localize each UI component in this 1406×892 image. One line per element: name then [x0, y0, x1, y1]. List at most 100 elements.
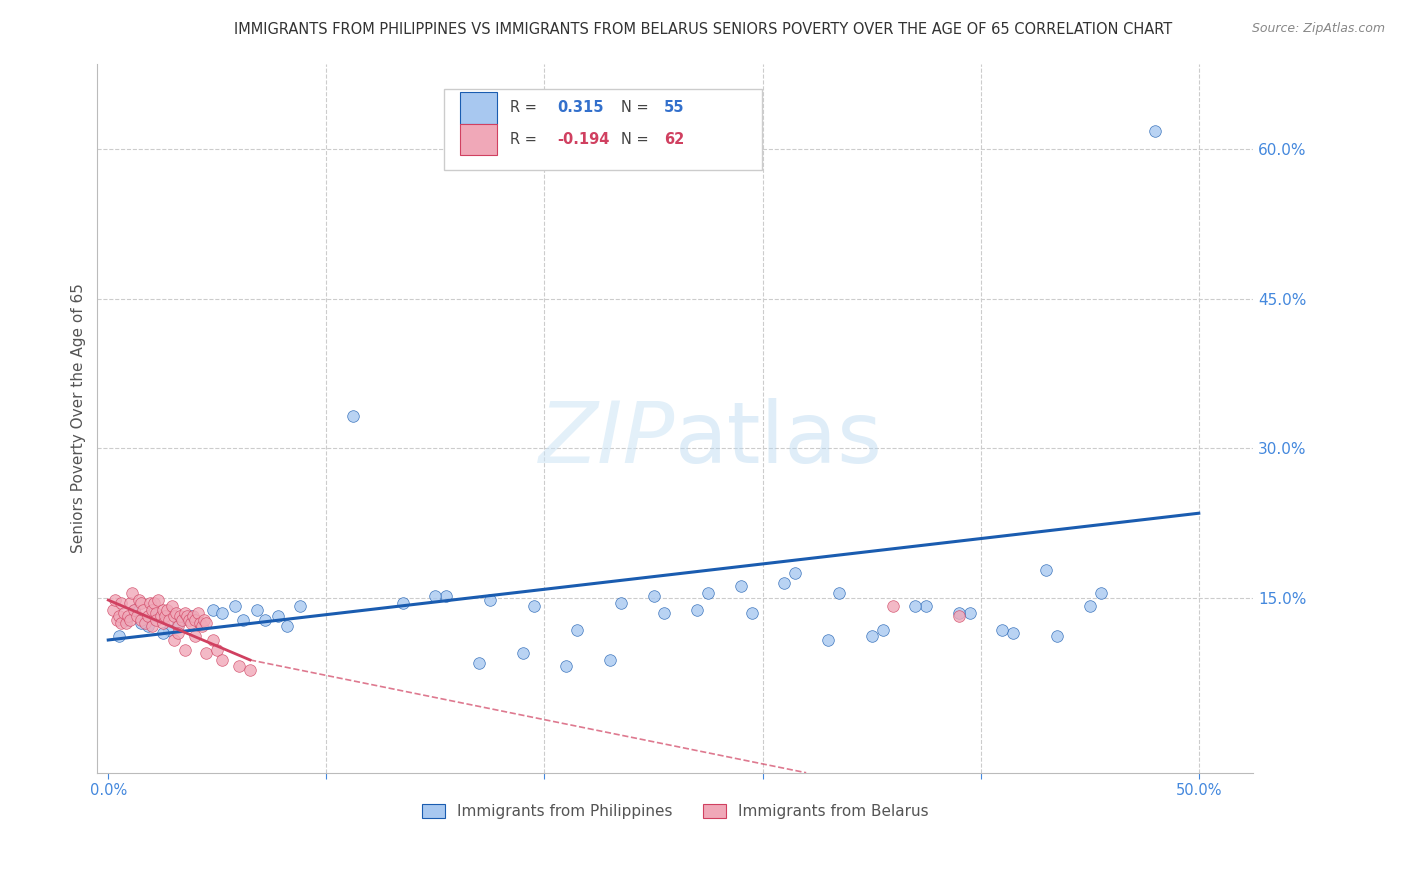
Point	[195, 615, 218, 630]
Point	[134, 615, 156, 630]
Point	[173, 643, 195, 657]
Point	[149, 609, 172, 624]
Point	[145, 613, 167, 627]
Point	[176, 609, 198, 624]
Point	[904, 599, 927, 613]
Point	[1078, 599, 1101, 613]
Point	[522, 599, 544, 613]
Point	[211, 653, 233, 667]
Point	[860, 629, 883, 643]
Point	[425, 589, 447, 603]
Point	[181, 609, 204, 624]
Point	[512, 646, 534, 660]
Point	[915, 599, 938, 613]
Point	[143, 596, 166, 610]
Text: R =: R =	[510, 101, 537, 115]
Point	[201, 603, 224, 617]
Point	[187, 606, 209, 620]
Text: N =: N =	[621, 101, 648, 115]
Point	[434, 589, 457, 603]
Point	[191, 619, 214, 633]
Point	[276, 619, 298, 633]
FancyBboxPatch shape	[460, 93, 498, 124]
Point	[124, 603, 146, 617]
Point	[165, 606, 187, 620]
Point	[108, 629, 131, 643]
Point	[730, 579, 752, 593]
Point	[211, 606, 233, 620]
Point	[342, 409, 364, 424]
Point	[163, 632, 186, 647]
Point	[148, 593, 170, 607]
Point	[193, 613, 215, 627]
Point	[239, 663, 262, 677]
Point	[188, 615, 211, 630]
Point	[121, 586, 143, 600]
Point	[228, 659, 250, 673]
Point	[136, 609, 159, 624]
Point	[129, 613, 152, 627]
Point	[697, 586, 720, 600]
Point	[157, 613, 180, 627]
Point	[157, 623, 180, 637]
Point	[112, 606, 135, 620]
Point	[599, 653, 621, 667]
Point	[610, 596, 633, 610]
Point	[391, 596, 413, 610]
Point	[108, 609, 131, 624]
Point	[686, 603, 709, 617]
Point	[1046, 629, 1069, 643]
Point	[167, 615, 190, 630]
Text: IMMIGRANTS FROM PHILIPPINES VS IMMIGRANTS FROM BELARUS SENIORS POVERTY OVER THE : IMMIGRANTS FROM PHILIPPINES VS IMMIGRANT…	[233, 22, 1173, 37]
Text: -0.194: -0.194	[557, 132, 610, 147]
Point	[882, 599, 904, 613]
Point	[110, 596, 132, 610]
Text: atlas: atlas	[675, 398, 883, 481]
Point	[555, 659, 578, 673]
Point	[167, 626, 190, 640]
Point	[290, 599, 312, 613]
Point	[267, 609, 290, 624]
Point	[128, 593, 150, 607]
Point	[129, 596, 152, 610]
Point	[232, 613, 254, 627]
Point	[643, 589, 665, 603]
Text: 0.315: 0.315	[557, 101, 605, 115]
Point	[207, 643, 229, 657]
Point	[254, 613, 277, 627]
Point	[478, 593, 501, 607]
Point	[180, 615, 202, 630]
Point	[224, 599, 246, 613]
Point	[172, 613, 194, 627]
Point	[125, 609, 148, 624]
Point	[120, 596, 142, 610]
Point	[245, 603, 267, 617]
Point	[114, 613, 136, 627]
Point	[184, 613, 207, 627]
Point	[785, 566, 807, 581]
Point	[180, 609, 202, 624]
Point	[145, 606, 167, 620]
Point	[160, 599, 183, 613]
Point	[120, 613, 142, 627]
FancyBboxPatch shape	[460, 124, 498, 155]
Point	[152, 603, 174, 617]
Point	[1035, 563, 1057, 577]
Point	[101, 603, 124, 617]
Point	[173, 606, 195, 620]
Point	[184, 629, 207, 643]
Point	[817, 632, 839, 647]
Point	[654, 606, 676, 620]
Point	[104, 593, 127, 607]
Point	[124, 603, 146, 617]
Point	[567, 623, 589, 637]
Point	[117, 609, 139, 624]
Point	[167, 619, 190, 633]
Point	[114, 615, 136, 630]
Point	[773, 576, 796, 591]
Point	[195, 646, 218, 660]
Point	[201, 632, 224, 647]
Point	[188, 615, 211, 630]
Text: Source: ZipAtlas.com: Source: ZipAtlas.com	[1251, 22, 1385, 36]
Point	[110, 615, 132, 630]
